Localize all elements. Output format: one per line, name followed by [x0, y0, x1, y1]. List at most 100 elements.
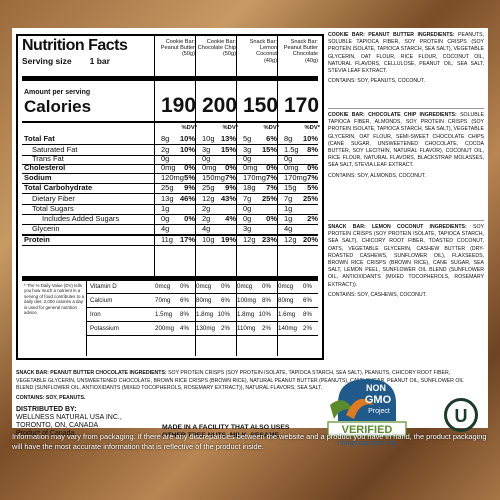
dv-footnote: * The % Daily Value (DV) tells you how m… [24, 283, 85, 316]
nutrient-amount: 10g [202, 134, 215, 143]
vitamin-amount: 80mg [278, 297, 294, 304]
vitamin-label: Potassium [90, 325, 119, 332]
nutrient-amount: 0g [284, 154, 293, 163]
nutrient-amount: 3g [243, 224, 252, 233]
nutrient-label: Trans Fat [32, 154, 64, 163]
nutrient-percent: 5% [184, 173, 195, 182]
vitamin-row: Calcium 70mg 6% 80mg 6% 100mg 8% 80mg 6% [88, 296, 328, 306]
vitamin-amount: 100mg [237, 297, 256, 304]
nutrient-row: Sodium 120mg 5% 150mg 7% 170mg 7% 170mg 7% [24, 173, 324, 183]
thick-divider [22, 276, 318, 281]
nutrient-percent: 0% [184, 163, 195, 172]
column-header: Cookie Bar: Chocolate Chip (50g) [197, 39, 238, 64]
vitamin-amount: 200mg [155, 325, 174, 332]
medium-divider [22, 121, 318, 123]
row-divider [86, 307, 318, 308]
vitamin-percent: 0% [262, 283, 271, 290]
ingredients-peanut-butter-chocolate-bar: SNACK BAR: PEANUT BUTTER CHOCOLATE INGRE… [16, 370, 482, 402]
nutrient-percent: 10% [179, 145, 195, 154]
serving-size: Serving size 1 bar [22, 56, 318, 66]
vitamin-percent: 6% [221, 297, 230, 304]
nutrient-amount: 12g [202, 194, 215, 203]
calories-value: 170 [283, 94, 320, 117]
row-divider [22, 164, 318, 165]
nutrient-label: Sodium [24, 173, 52, 182]
facility-line: OTHER TREE NUTS, MILK, SESAME. [162, 432, 281, 439]
butterfly-icon [346, 398, 374, 419]
nutrient-amount: 3g [202, 145, 211, 154]
row-divider [86, 293, 318, 294]
nutrient-amount: 170mg [243, 173, 266, 182]
column-divider [195, 36, 196, 356]
gmo-text: GMO [365, 394, 392, 406]
nutrient-amount: 0g [161, 214, 170, 223]
row-divider [22, 234, 318, 236]
nongmo-url: nongmoproject.org [338, 440, 396, 447]
nutrient-percent: 7% [225, 173, 236, 182]
nutrient-amount: 150mg [202, 173, 225, 182]
nutrient-label: Glycerin [32, 224, 60, 233]
column-divider [86, 280, 87, 356]
verified-text: VERIFIED [342, 424, 393, 436]
vitamin-label: Vitamin D [90, 283, 117, 290]
nutrient-label: Total Sugars [32, 204, 74, 213]
ingredients-lemon-coconut-bar: SNACK BAR: LEMON COCONUT INGREDIENTS: SO… [328, 224, 484, 299]
nutrient-percent: 7% [307, 173, 318, 182]
nutrient-percent: 7% [266, 173, 277, 182]
nutrient-percent: 13% [220, 134, 236, 143]
vitamin-amount: 1.6mg [278, 311, 296, 318]
nutrient-amount: 0g [202, 154, 211, 163]
vitamin-amount: 110mg [237, 325, 256, 332]
column-size: (50g) [222, 51, 236, 58]
dv-header: %DV* [181, 125, 197, 131]
kosher-circle [444, 398, 478, 432]
vitamin-label: Iron [90, 311, 101, 318]
vitamin-percent: 6% [303, 297, 312, 304]
nutrient-amount: 0g [243, 214, 252, 223]
nutrient-percent: 10% [302, 134, 318, 143]
allergen-contains: CONTAINS: SOY, PEANUTS. [16, 394, 86, 401]
nutrient-percent: 9% [225, 183, 236, 192]
calories-value: 200 [201, 94, 238, 117]
vitamin-percent: 0% [180, 283, 189, 290]
nutrient-row: Total Carbohydrate 25g 9% 25g 9% 18g 7% 15g 5% [24, 183, 324, 193]
nutrient-amount: 3g [243, 145, 252, 154]
nutrient-percent: 0% [225, 163, 236, 172]
ingredients-heading: SNACK BAR: LEMON COCONUT INGREDIENTS: [328, 224, 467, 230]
nutrient-amount: 8g [284, 134, 293, 143]
vitamin-amount: 0mcg [278, 283, 294, 290]
nutrient-percent: 19% [220, 235, 236, 244]
vitamin-percent: 2% [303, 325, 312, 332]
dv-header: %DV* [304, 125, 320, 131]
distributor-city: TORONTO, ON, CANADA [16, 422, 99, 429]
nutrient-percent: 0% [266, 214, 277, 223]
vitamin-amount: 140mg [278, 325, 297, 332]
nutrient-percent: 43% [220, 194, 236, 203]
nutrient-amount: 2g [202, 214, 211, 223]
ingredients-heading: COOKIE BAR: PEANUT BUTTER INGREDIENTS: [328, 32, 455, 38]
vitamin-percent: 10% [258, 311, 271, 318]
nutrient-percent: 25% [261, 194, 277, 203]
vitamin-amount: 1.8mg [237, 311, 255, 318]
nutrient-row: Saturated Fat 2g 10% 3g 15% 3g 15% 1.5g 8% [24, 145, 324, 155]
nutrient-amount: 1g [161, 204, 170, 213]
column-name: Cookie Bar: Chocolate Chip [197, 39, 236, 52]
vitamin-percent: 4% [180, 325, 189, 332]
nutrient-row: Protein 11g 17% 10g 19% 12g 23% 12g 20% [24, 235, 324, 245]
nutrient-amount: 18g [243, 183, 256, 192]
nutrient-amount: 8g [161, 134, 170, 143]
column-name: Snack Bar: Peanut Butter Chocolate [283, 39, 318, 58]
ingredients-peanut-butter-cookie: COOKIE BAR: PEANUT BUTTER INGREDIENTS: P… [328, 32, 484, 85]
vitamin-percent: 0% [221, 283, 230, 290]
serving-size-value: 1 bar [89, 56, 110, 66]
column-headers: Cookie Bar: Peanut Butter (50g) Cookie Ba… [156, 39, 320, 64]
nutrient-amount: 170mg [284, 173, 307, 182]
nutrient-percent: 8% [307, 145, 318, 154]
vitamin-percent: 8% [262, 297, 271, 304]
calories-label: Calories [24, 97, 92, 116]
vitamin-amount: 0mcg [237, 283, 253, 290]
row-divider [22, 224, 318, 225]
allergen-contains: CONTAINS: SOY, ALMONDS, COCONUT. [328, 172, 426, 179]
column-name: Cookie Bar: Peanut Butter [160, 39, 195, 52]
non-gmo-verified-logo: NON GMO Project VERIFIED nongmoproject.o… [327, 379, 407, 447]
